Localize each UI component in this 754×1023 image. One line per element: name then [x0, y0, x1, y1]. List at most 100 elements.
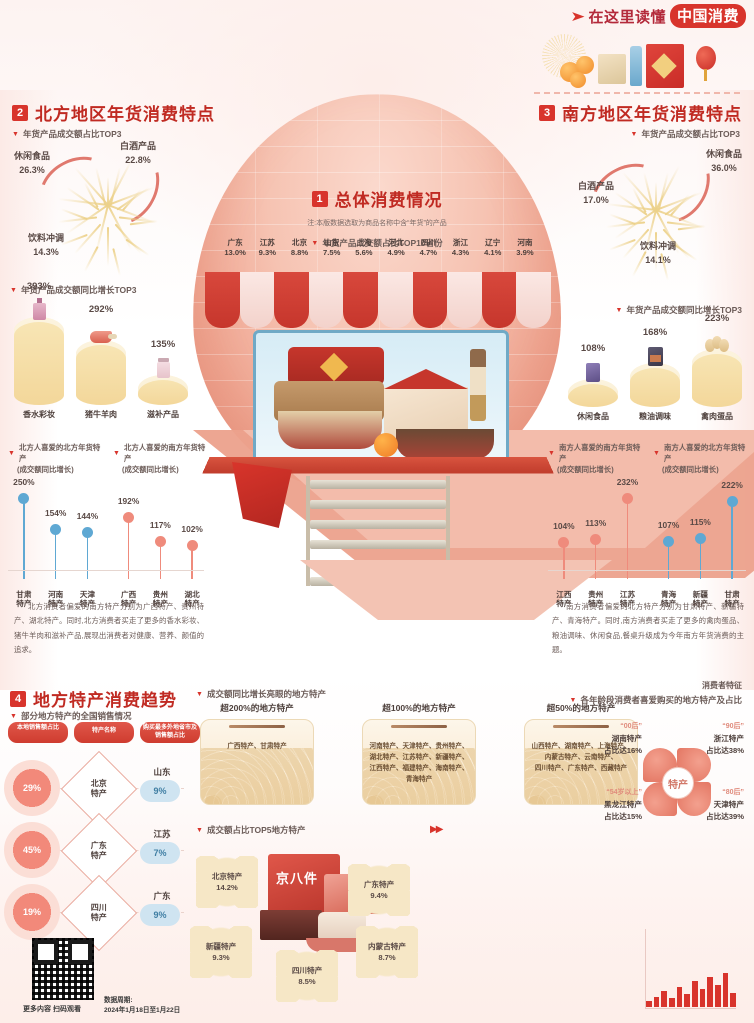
province-item: 山东 7.5%: [316, 238, 348, 259]
pedestal-value: 168%: [642, 327, 668, 338]
mini-bar: [646, 1001, 652, 1007]
top5-value-0: 14.2%: [216, 883, 238, 892]
card-tab: [391, 725, 447, 728]
card-tab: [229, 725, 285, 728]
consumer-sub: ▼ 各年龄段消费者喜爱购买的地方特产及占比: [570, 694, 742, 706]
north-lolli-b-line1: 北方人喜爱的南方年货特产: [123, 443, 206, 464]
nut-tray-icon: [396, 429, 494, 459]
section-3-title: 南方地区年货消费特点: [562, 105, 742, 124]
paper-plane-icon: ➤: [570, 7, 587, 24]
lollipop-dot: [590, 534, 602, 546]
top5-value-4: 8.5%: [298, 977, 316, 986]
pedestal-column: [14, 317, 64, 405]
south-fw-item-2: 饮料冲调 14.1%: [640, 240, 676, 267]
out-province-block: 广东 9%: [140, 890, 184, 926]
caret-down-icon: ▼: [10, 712, 17, 720]
wave-pattern: [525, 748, 637, 804]
province-item: 河南 3.9%: [509, 238, 541, 259]
section-1-number: 1: [311, 190, 328, 207]
out-province-name: 山东: [153, 767, 171, 777]
province-value: 4.7%: [419, 248, 437, 258]
pedestal-value: 292%: [88, 304, 114, 315]
growth-card-items: 广西特产、甘肃特产: [227, 743, 287, 750]
lollipop-point: 104% 江西 特产: [548, 483, 580, 608]
top5-value-1: 9.4%: [370, 891, 388, 900]
south-growth-pedestals: 108% 休闲食品 168% 粮油调味 223% 禽肉蛋品: [568, 313, 742, 422]
province-name: 浙江: [452, 238, 469, 247]
south-lolli-block: ▼ 南方人喜爱的南方年货特产 (成交额同比增长) ▼ 南方人喜爱的北方年货特产 …: [548, 442, 748, 608]
south-growth-label: 年货产品成交额同比增长TOP3: [626, 305, 742, 315]
consumer-gen-br: “80后”: [722, 789, 744, 796]
lollipop-dot: [694, 533, 706, 545]
data-period-value: 2024年1月18日至1月22日: [104, 1006, 181, 1014]
north-fw-label-0: 休闲食品: [14, 151, 51, 161]
flower-illustration: 特产: [643, 748, 711, 816]
lollipop-value: 232%: [616, 477, 639, 488]
pedestal-label: 滋补产品: [147, 410, 179, 419]
caret-down-icon: ▼: [196, 826, 203, 834]
lollipop-value: 117%: [149, 520, 171, 531]
north-fw-label-2: 饮料冲调: [28, 233, 65, 243]
row-divider: [4, 850, 184, 852]
consumer-title: 消费者特征: [702, 681, 742, 690]
pedestal-value: 223%: [704, 313, 730, 324]
growth-cards: 超200%的地方特产 广西特产、甘肃特产 超100%的地方特产 河南特产、天津特产、贵…: [200, 702, 638, 805]
bottle-icon: [630, 46, 642, 86]
row-divider: [4, 788, 184, 790]
growth-card: 超50%的地方特产 山西特产、湖南特产、上海特产、 内蒙古特产、云南特产、 四川特产、…: [524, 702, 638, 805]
south-fw-label-1: 白酒产品: [578, 181, 615, 191]
south-fw-value-2: 14.1%: [645, 254, 671, 265]
product-name: 广东 特产: [91, 840, 107, 860]
firework-ray: [112, 248, 121, 276]
consumer-gen-bl: “54岁以上”: [606, 789, 642, 796]
top5-blossom-2: 新疆特产 9.3%: [190, 926, 252, 978]
pill-top-outside: 购买最多外地省市及销售额占比: [140, 722, 200, 743]
out-province-value: 9%: [153, 786, 167, 796]
south-lolli-b-head: ▼ 南方人喜爱的北方年货特产 (成交额同比增长): [653, 442, 748, 475]
lollipop-stem: [699, 539, 702, 580]
north-lolli-a-head: ▼ 北方人喜爱的北方年货特产 (成交额同比增长): [8, 442, 103, 475]
lollipop-point: 232% 江苏 特产: [612, 477, 644, 608]
pedestal-bar: 108% 休闲食品: [568, 343, 618, 422]
wave-pattern: [201, 748, 313, 804]
lollipop-value: 192%: [117, 496, 140, 507]
pedestal-label: 粮油调味: [639, 412, 671, 421]
lollipop-point: 102% 湖北 特产: [176, 483, 208, 608]
mini-bar: [669, 998, 675, 1007]
south-fw-item-0: 休闲食品 36.0%: [706, 148, 742, 175]
lollipop-stem: [626, 499, 629, 580]
arrow-marks-icon: ▶▶: [430, 824, 443, 835]
north-top3-subhead: ▼ 年货产品成交额占比TOP3: [12, 128, 122, 140]
out-province-value: 9%: [153, 910, 167, 920]
lollipop-dot: [81, 527, 93, 539]
north-lolli-b-head: ▼ 北方人喜爱的南方年货特产 (成交额同比增长): [113, 442, 208, 475]
qr-code[interactable]: [32, 938, 94, 1000]
local-share-value: 29%: [22, 783, 41, 793]
lollipop-value: 154%: [44, 508, 67, 519]
caret-down-icon: ▼: [12, 130, 19, 138]
firework-ray: [83, 246, 99, 272]
pedestal-label: 猪牛羊肉: [85, 410, 117, 419]
pill-local-share: 本地销售额占比: [8, 722, 68, 743]
north-fw-label-1: 白酒产品: [120, 141, 157, 151]
south-fireworks-chart: [580, 139, 723, 281]
province-value: 9.3%: [258, 248, 276, 258]
south-lolli-b-line1: 南方人喜爱的北方年货特产: [663, 443, 746, 464]
pedestal-label: 休闲食品: [577, 412, 609, 421]
masthead-illustration: [536, 32, 746, 92]
north-fireworks-chart: [28, 140, 172, 276]
qr-caption: 更多内容 扫码观看: [23, 1006, 81, 1013]
growth-card: 超200%的地方特产 广西特产、甘肃特产: [200, 702, 314, 805]
top5-label-3: 内蒙古特产: [368, 942, 406, 951]
province-name: 广东: [227, 238, 243, 247]
section-1-overall: 1 总体消费情况 注:本版数据选取为商品名称中含“年货”的产品 ▼ 年货产品成交…: [238, 186, 516, 249]
lollipop-label: 青海 特产: [660, 589, 677, 609]
caret-down-icon: ▼: [569, 696, 577, 704]
south-fw-label-2: 饮料冲调: [640, 241, 677, 251]
caret-down-icon: ▼: [615, 306, 623, 314]
lollipop-label: 江苏 特产: [619, 589, 636, 609]
out-province-gauge: 9%: [140, 904, 180, 926]
top5-blossom-3: 内蒙古特产 8.7%: [356, 926, 418, 978]
consumer-text-br: 天津特产 占比达39%: [706, 799, 744, 821]
shopping-bag-icon: [646, 44, 684, 88]
